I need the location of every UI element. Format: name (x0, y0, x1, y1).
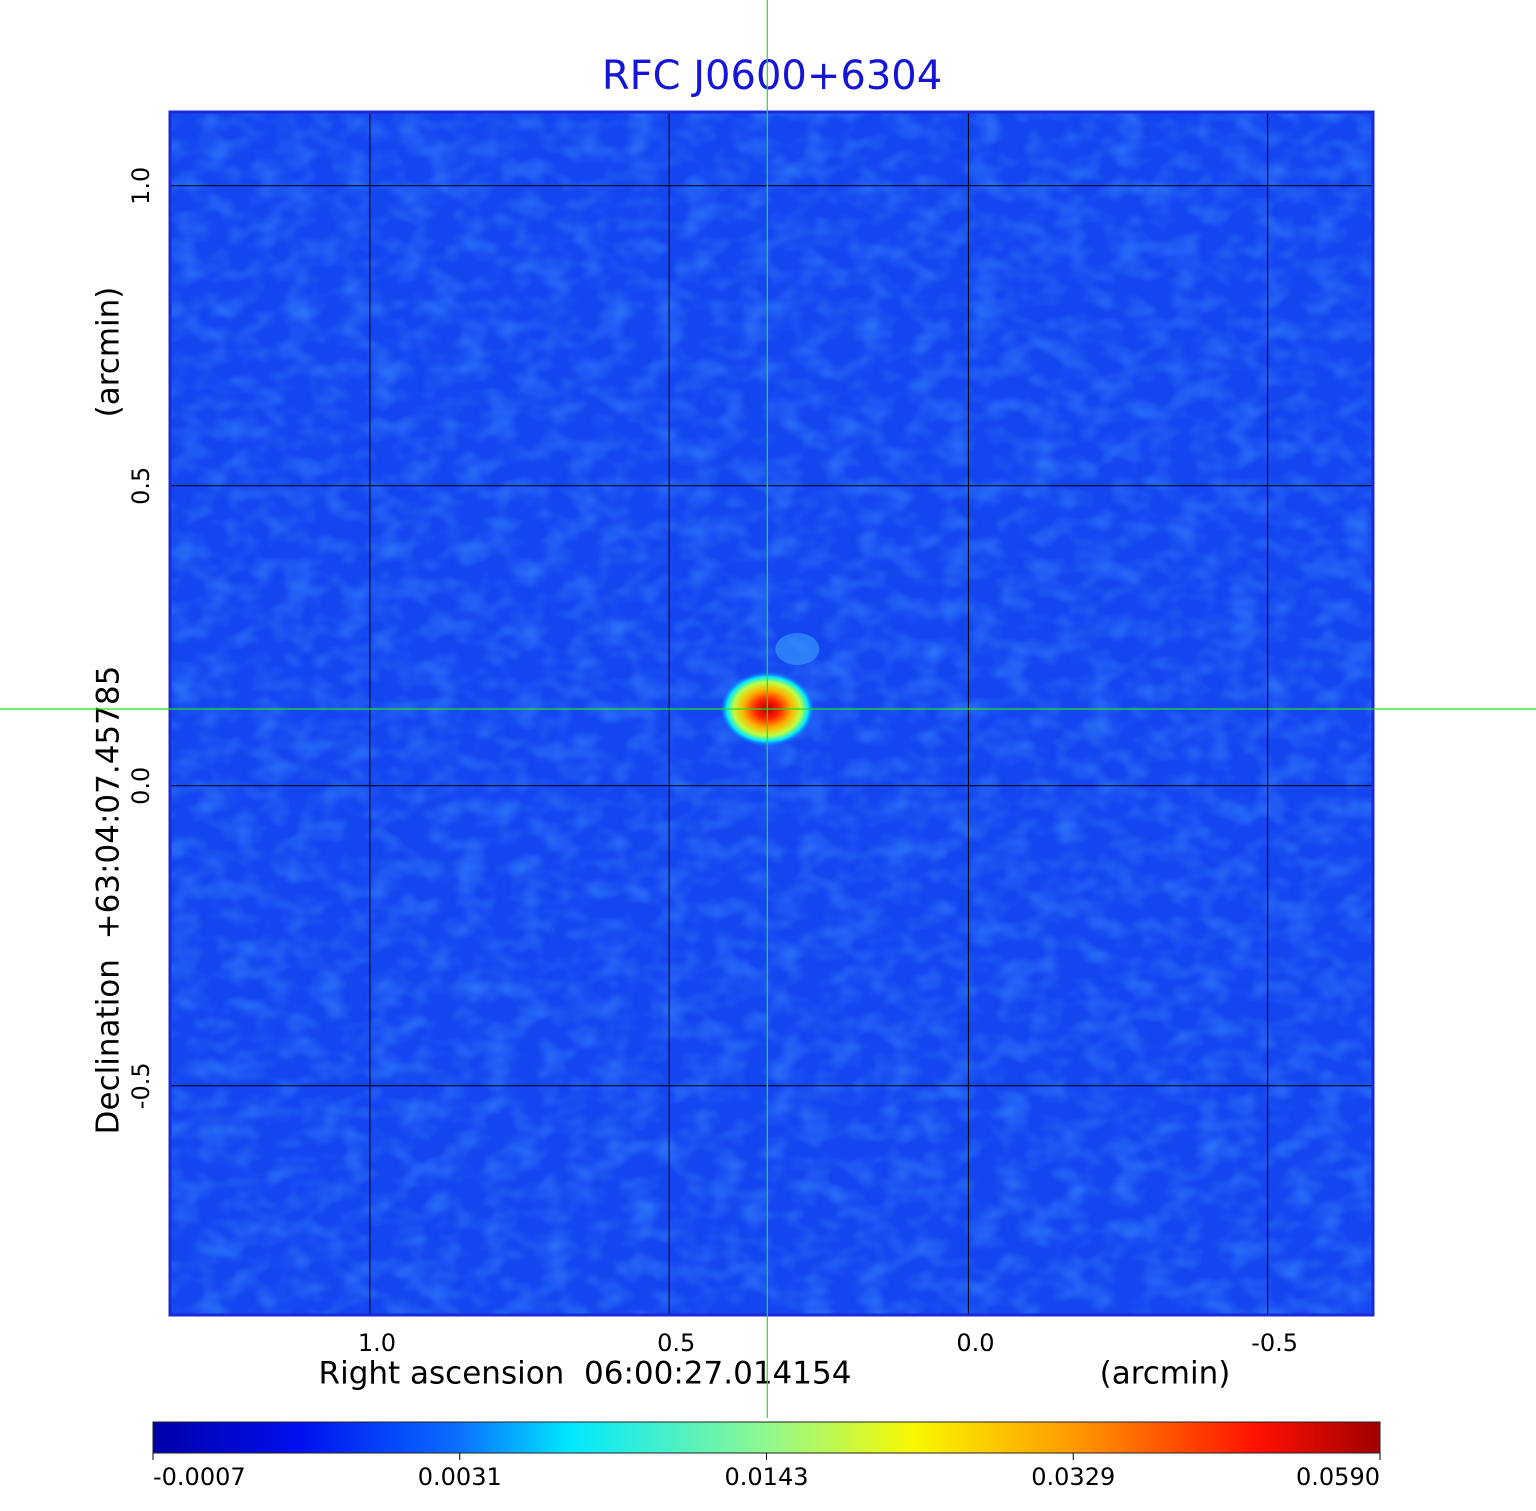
chart-title: RFC J0600+6304 (602, 53, 942, 99)
colorbar (152, 1421, 1381, 1454)
x-tick-label: -0.5 (1251, 1329, 1298, 1357)
x-tick-label: 1.0 (358, 1329, 396, 1357)
y-tick-label: 0.5 (127, 467, 155, 505)
y-tick-label: 0.0 (127, 767, 155, 805)
y-axis-unit: (arcmin) (91, 287, 127, 418)
plot-frame (168, 110, 1375, 1317)
y-tick-label: 1.0 (127, 167, 155, 205)
source-extension (775, 633, 820, 665)
colorbar-tick-label: 0.0329 (1031, 1463, 1115, 1491)
colorbar-tick-label: 0.0590 (1296, 1463, 1380, 1491)
x-tick-label: 0.5 (657, 1329, 695, 1357)
y-axis-label: Declination +63:04:07.45785 (91, 666, 127, 1135)
colorbar-tick-label: -0.0007 (153, 1463, 246, 1491)
y-tick-label: -0.5 (127, 1062, 155, 1109)
x-tick-label: 0.0 (956, 1329, 994, 1357)
colorbar-tick-label: 0.0143 (725, 1463, 809, 1491)
x-axis-label: Right ascension 06:00:27.014154 (319, 1356, 852, 1392)
x-axis-unit: (arcmin) (1100, 1356, 1231, 1392)
colorbar-tick-label: 0.0031 (418, 1463, 502, 1491)
